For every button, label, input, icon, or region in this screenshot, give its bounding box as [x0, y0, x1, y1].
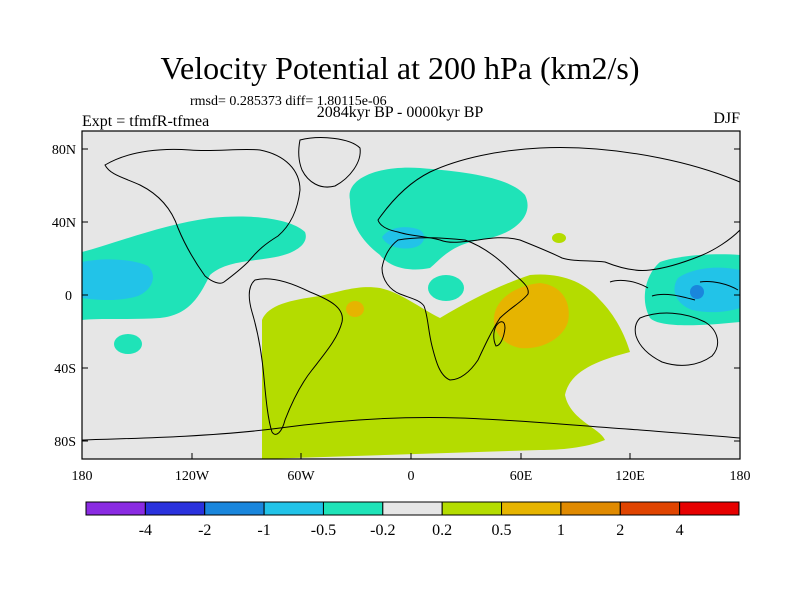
- stats-line: rmsd= 0.285373 diff= 1.80115e-06: [190, 94, 387, 109]
- colorbar-swatch: [441, 501, 503, 516]
- contour-region-maritime-core: [674, 267, 740, 313]
- contour-region-south-pacific-blob: [114, 334, 142, 354]
- map-title: Velocity Potential at 200 hPa (km2/s): [160, 50, 640, 86]
- contour-region-pacific-west-core: [82, 259, 153, 300]
- colorbar-swatch: [322, 501, 384, 516]
- lat-label-eq: 0: [65, 289, 72, 304]
- lon-label-0: 0: [408, 469, 415, 484]
- contour-region-africa-blob: [428, 275, 464, 301]
- colorbar-label: 4: [676, 522, 684, 539]
- coastline-africa: [381, 237, 529, 381]
- coastline-australia: [634, 312, 719, 366]
- coastline-antarctica: [82, 417, 740, 441]
- colorbar-label: 2: [616, 522, 624, 539]
- lat-label-40n: 40N: [52, 216, 76, 231]
- period-label: 2084kyr BP - 0000kyr BP: [316, 104, 484, 121]
- colorbar-swatch: [382, 501, 443, 516]
- lat-label-80n: 80N: [52, 143, 76, 158]
- colorbar-label: -2: [198, 522, 211, 539]
- coastline-north-america: [104, 148, 301, 284]
- lon-label-60w: 60W: [287, 469, 315, 484]
- coastline-south-america: [248, 278, 343, 435]
- coastline-layer: [82, 137, 740, 441]
- contour-region-maritime-min: [690, 285, 704, 299]
- colorbar-swatch: [204, 501, 265, 516]
- colorbar: -4 -2 -1 -0.5 -0.2 0.2 0.5 1 2 4: [85, 501, 740, 539]
- colorbar-label: -1: [257, 522, 270, 539]
- colorbar-swatch: [263, 501, 324, 516]
- contour-region-indian-ocean-orange: [493, 283, 569, 349]
- coastline-madagascar: [493, 321, 506, 347]
- lat-ticks: [82, 148, 740, 442]
- lat-label-40s: 40S: [54, 362, 76, 377]
- colorbar-label: -4: [139, 522, 152, 539]
- colorbar-swatch: [679, 501, 740, 516]
- lon-label-60e: 60E: [510, 469, 533, 484]
- coastline-maritime-islands: [609, 279, 739, 301]
- lon-label-180w: 180: [72, 469, 93, 484]
- season-label: DJF: [713, 110, 740, 127]
- colorbar-swatch: [144, 501, 206, 516]
- lat-label-80s: 80S: [54, 435, 76, 450]
- contour-region-mediterranean-core: [382, 227, 425, 249]
- coastline-greenland: [298, 137, 361, 188]
- experiment-label: Expt = tfmfR-tfmea: [82, 113, 210, 130]
- lon-ticks: [81, 453, 741, 459]
- colorbar-swatch: [501, 501, 562, 516]
- colorbar-label: -0.5: [311, 522, 336, 539]
- colorbar-swatch: [560, 501, 621, 516]
- contour-region-mideast-blob: [552, 233, 566, 243]
- lon-label-120e: 120E: [615, 469, 645, 484]
- lon-label-120w: 120W: [175, 469, 210, 484]
- colorbar-swatch: [619, 501, 681, 516]
- colorbar-label: -0.2: [370, 522, 395, 539]
- colorbar-swatch: [85, 501, 146, 516]
- contour-region-atlantic-orange: [346, 301, 364, 317]
- colorbar-label: 0.5: [492, 522, 512, 539]
- colorbar-label: 0.2: [432, 522, 452, 539]
- lon-label-180e: 180: [730, 469, 751, 484]
- coastline-eurasia: [377, 146, 740, 271]
- colorbar-label: 1: [557, 522, 565, 539]
